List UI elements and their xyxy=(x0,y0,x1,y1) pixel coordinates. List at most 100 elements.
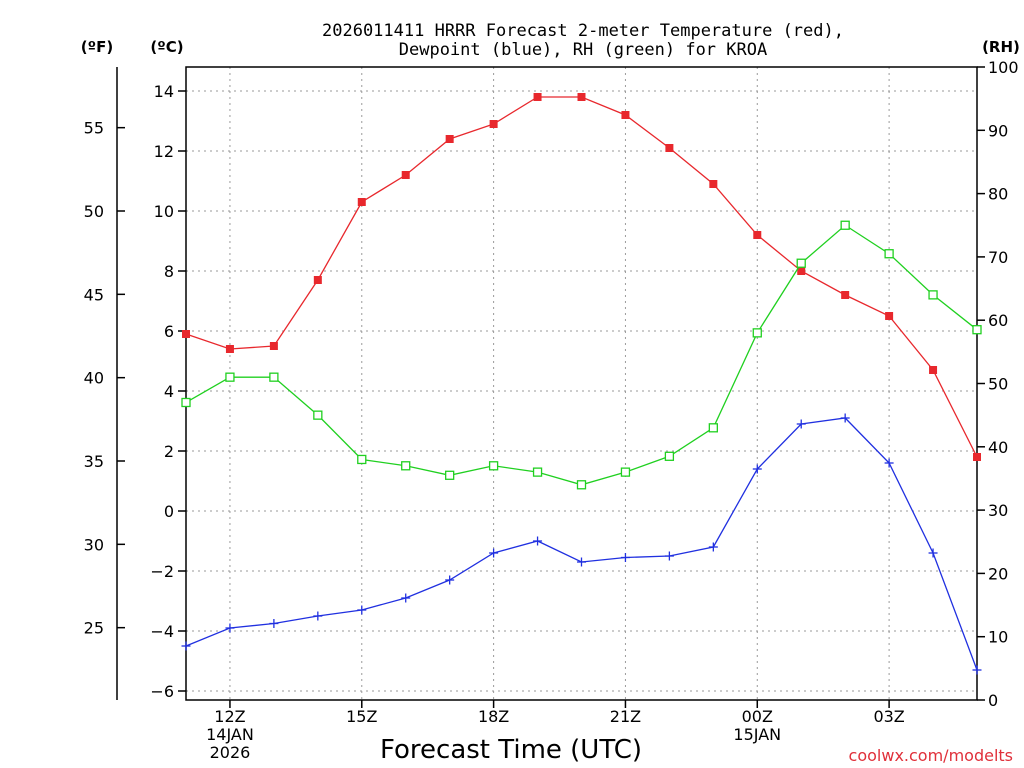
fahrenheit-tick-label: 50 xyxy=(84,202,104,221)
temperature-point xyxy=(709,180,718,188)
dewpoint-point xyxy=(708,542,718,552)
temperature-point xyxy=(445,135,454,143)
celsius-tick-label: −2 xyxy=(150,562,174,581)
x-tick-label: 03Z xyxy=(873,707,904,726)
celsius-tick-label: 10 xyxy=(154,202,174,221)
temperature-point xyxy=(797,267,806,275)
rh-point xyxy=(972,325,982,335)
fahrenheit-tick-label: 45 xyxy=(84,285,104,304)
celsius-tick-label: 4 xyxy=(164,382,174,401)
dewpoint-point xyxy=(225,623,235,633)
rh-tick-label: 80 xyxy=(988,185,1008,204)
temperature-point xyxy=(357,198,366,206)
rh-tick-label: 40 xyxy=(988,438,1008,457)
dewpoint-point xyxy=(664,551,674,561)
rh-line xyxy=(185,224,978,486)
fahrenheit-tick-label: 55 xyxy=(84,119,104,138)
rh-tick-label: 0 xyxy=(988,691,998,710)
temperature-point xyxy=(577,93,586,101)
credit-text: coolwx.com/modelts xyxy=(849,746,1013,765)
dewpoint-point xyxy=(972,665,982,675)
dewpoint-point xyxy=(752,464,762,474)
celsius-tick-label: 14 xyxy=(154,82,174,101)
dewpoint-series xyxy=(181,413,982,675)
rh-point xyxy=(796,258,806,268)
temperature-point xyxy=(753,231,762,239)
dewpoint-point xyxy=(533,536,543,546)
temperature-point xyxy=(489,120,498,128)
dewpoint-point xyxy=(357,605,367,615)
fahrenheit-tick-label: 25 xyxy=(84,619,104,638)
x-tick-label: 15Z xyxy=(346,707,377,726)
celsius-tick-label: −6 xyxy=(150,682,174,701)
gridlines xyxy=(186,67,977,700)
dewpoint-point xyxy=(840,413,850,423)
rh-point xyxy=(401,461,411,471)
chart-title-line2: Dewpoint (blue), RH (green) for KROA xyxy=(399,40,767,60)
rh-tick-label: 60 xyxy=(988,311,1008,330)
rh-point xyxy=(840,220,850,230)
dewpoint-point xyxy=(577,557,586,567)
fahrenheit-tick-label: 40 xyxy=(84,369,104,388)
temperature-series xyxy=(182,93,981,461)
rh-point xyxy=(181,397,191,408)
rh-point xyxy=(225,372,235,382)
x-tick-label: 15JAN xyxy=(733,725,781,744)
rh-point xyxy=(884,249,894,259)
rh-tick-label: 50 xyxy=(988,375,1008,394)
x-axis-label: Forecast Time (UTC) xyxy=(380,735,642,765)
temperature-point xyxy=(533,93,542,101)
rh-point xyxy=(532,467,543,477)
celsius-unit-label: (ºC) xyxy=(150,38,183,56)
temperature-point xyxy=(269,342,278,350)
dewpoint-point xyxy=(401,593,411,603)
rh-tick-label: 70 xyxy=(988,248,1008,267)
rh-point xyxy=(488,461,499,471)
dewpoint-point xyxy=(445,575,455,585)
temperature-point xyxy=(973,453,981,461)
temperature-point xyxy=(885,312,894,320)
celsius-tick-label: 6 xyxy=(164,322,174,341)
dewpoint-point xyxy=(928,548,938,558)
fahrenheit-tick-label: 35 xyxy=(84,452,104,471)
plot-frame xyxy=(185,66,978,701)
rh-point xyxy=(928,290,938,300)
tick-labels: −6 −4 −2 0 2 4 6 8 10 12 14 25 30 35 40 45 50 55 0 10 20 30 40… xyxy=(84,58,1019,762)
rh-point xyxy=(313,410,323,420)
temperature-point xyxy=(313,276,322,284)
rh-point xyxy=(269,372,279,382)
temperature-point xyxy=(929,366,938,374)
axes xyxy=(116,66,985,708)
fahrenheit-tick-label: 30 xyxy=(84,535,104,554)
x-tick-label: 21Z xyxy=(610,707,641,726)
temperature-point xyxy=(621,111,630,119)
rh-point xyxy=(576,480,587,490)
rh-unit-label: (RH) xyxy=(982,38,1020,56)
dewpoint-point xyxy=(181,641,191,651)
rh-point xyxy=(664,451,675,461)
temperature-point xyxy=(182,330,190,338)
rh-tick-label: 10 xyxy=(988,628,1008,647)
rh-point xyxy=(620,467,631,477)
rh-tick-label: 30 xyxy=(988,501,1008,520)
dewpoint-point xyxy=(489,548,499,558)
celsius-tick-label: 0 xyxy=(164,502,174,521)
dewpoint-point xyxy=(269,619,279,628)
rh-tick-label: 20 xyxy=(988,564,1008,583)
dewpoint-point xyxy=(796,419,806,429)
x-tick-label: 14JAN xyxy=(206,725,254,744)
celsius-tick-label: 8 xyxy=(164,262,174,281)
rh-point xyxy=(708,423,718,433)
rh-point xyxy=(752,328,762,338)
temperature-point xyxy=(665,144,674,152)
dewpoint-point xyxy=(884,458,894,468)
data-series xyxy=(181,93,982,675)
celsius-tick-label: 12 xyxy=(154,142,174,161)
x-tick-label: 00Z xyxy=(742,707,773,726)
rh-point xyxy=(357,454,367,465)
dewpoint-line xyxy=(185,417,978,671)
rh-series xyxy=(181,220,982,490)
dewpoint-point xyxy=(620,553,630,562)
x-tick-label: 12Z xyxy=(214,707,245,726)
rh-tick-label: 100 xyxy=(988,58,1019,77)
